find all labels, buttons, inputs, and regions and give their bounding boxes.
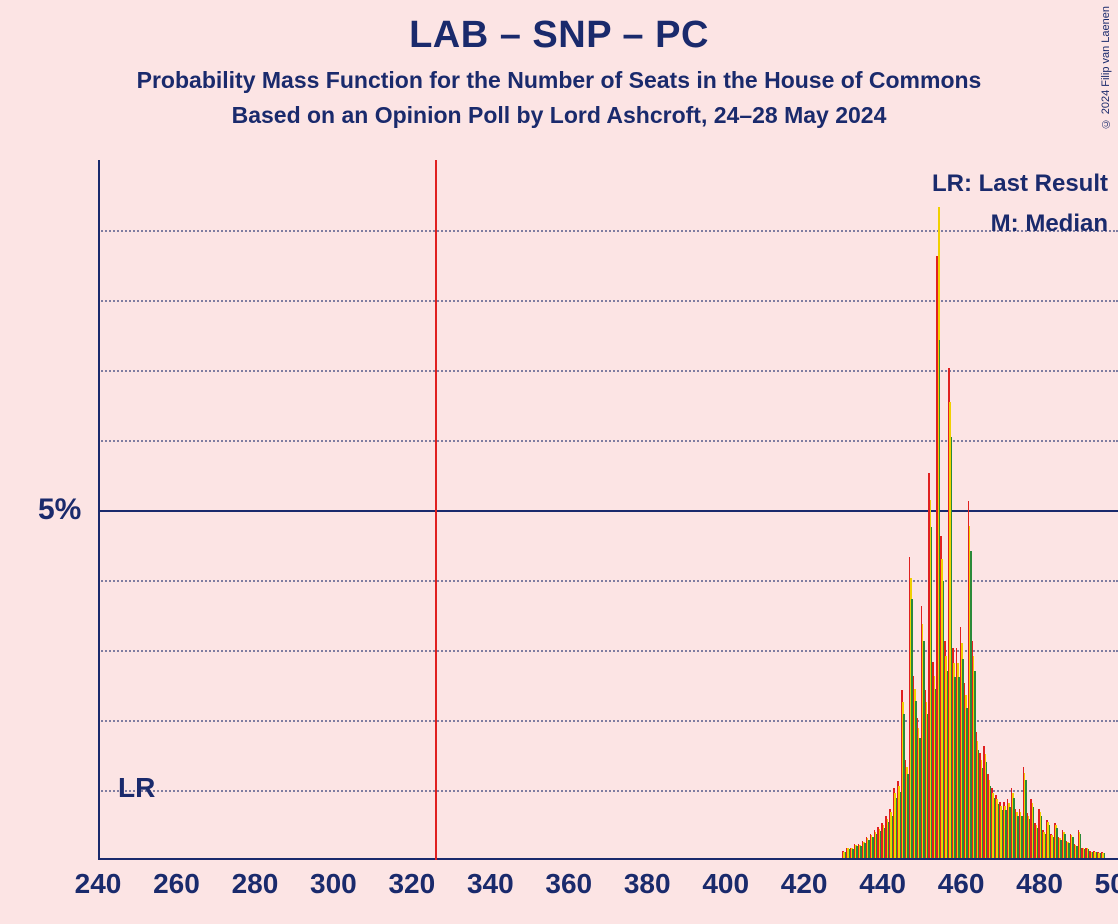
x-tick-240: 240: [75, 868, 122, 900]
gridline-8: [98, 300, 1118, 302]
pmf-bar: [1104, 853, 1106, 858]
gridline-5: [98, 510, 1118, 512]
x-axis: [98, 858, 1118, 860]
x-tick-320: 320: [388, 868, 435, 900]
x-tick-360: 360: [545, 868, 592, 900]
x-tick-480: 480: [1016, 868, 1063, 900]
x-tick-300: 300: [310, 868, 357, 900]
x-tick-340: 340: [467, 868, 514, 900]
legend-median: M: Median: [991, 210, 1108, 238]
chart-plot-area: 2402602803003203403603804004204404604805…: [98, 160, 1118, 860]
gridline-4: [98, 580, 1118, 582]
copyright-text: © 2024 Filip van Laenen: [1100, 6, 1112, 129]
x-tick-440: 440: [859, 868, 906, 900]
gridline-9: [98, 230, 1118, 232]
chart-title: LAB – SNP – PC: [0, 0, 1118, 57]
x-tick-460: 460: [938, 868, 985, 900]
chart-subtitle: Probability Mass Function for the Number…: [0, 67, 1118, 94]
x-tick-280: 280: [232, 868, 279, 900]
legend-last-result: LR: Last Result: [932, 170, 1108, 198]
last-result-line: [435, 160, 437, 860]
x-tick-500: 500: [1095, 868, 1118, 900]
last-result-label: LR: [118, 772, 155, 804]
y-tick-label-5pct: 5%: [38, 493, 81, 527]
gridline-3: [98, 650, 1118, 652]
gridline-7: [98, 370, 1118, 372]
x-tick-420: 420: [781, 868, 828, 900]
x-tick-400: 400: [702, 868, 749, 900]
x-tick-380: 380: [624, 868, 671, 900]
x-tick-260: 260: [153, 868, 200, 900]
chart-subtitle2: Based on an Opinion Poll by Lord Ashcrof…: [0, 102, 1118, 129]
gridline-6: [98, 440, 1118, 442]
